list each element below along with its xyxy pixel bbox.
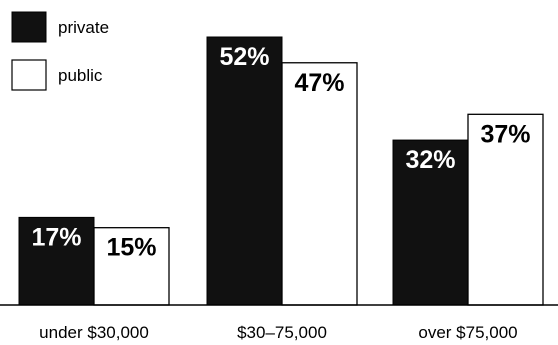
bars-layer bbox=[18, 36, 544, 306]
legend-label-private: private bbox=[58, 18, 109, 37]
bar-public-0 bbox=[93, 227, 170, 306]
legend-swatch-private bbox=[11, 11, 47, 43]
data-label-private-1: 52% bbox=[219, 43, 269, 71]
bar-private-0 bbox=[18, 216, 95, 306]
data-label-public-0: 15% bbox=[106, 234, 156, 262]
data-label-private-2: 32% bbox=[405, 146, 455, 174]
data-label-public-1: 47% bbox=[294, 69, 344, 97]
x-tick-label-2: over $75,000 bbox=[418, 323, 517, 342]
legend: private public bbox=[11, 11, 109, 91]
bar-private-1 bbox=[206, 36, 283, 306]
bar-public-1 bbox=[281, 62, 358, 306]
x-tick-label-0: under $30,000 bbox=[39, 323, 149, 342]
x-tick-label-1: $30–75,000 bbox=[237, 323, 327, 342]
legend-label-public: public bbox=[58, 66, 103, 85]
legend-swatch-public bbox=[11, 59, 47, 91]
bar-private-2 bbox=[392, 139, 469, 306]
bar-public-2 bbox=[467, 113, 544, 306]
x-tick-labels: under $30,000 $30–75,000 over $75,000 bbox=[39, 323, 517, 342]
data-labels-layer: 17% 15% 52% 47% 32% 37% bbox=[31, 43, 530, 262]
data-label-private-0: 17% bbox=[31, 223, 81, 251]
data-label-public-2: 37% bbox=[480, 120, 530, 148]
